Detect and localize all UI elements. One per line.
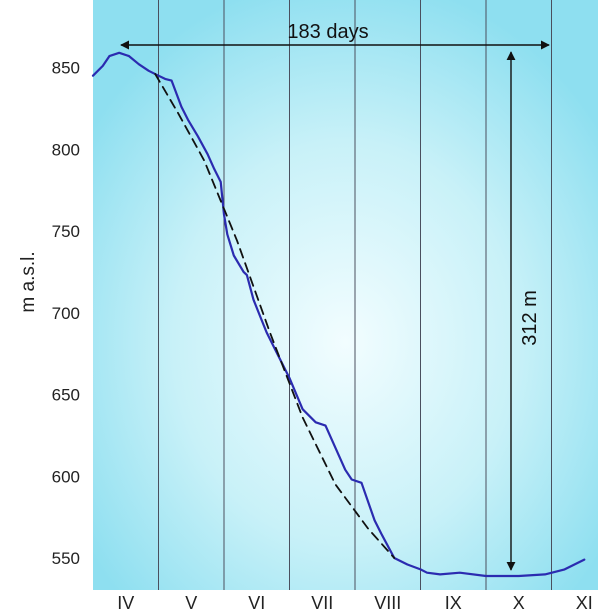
y-tick-label: 750 — [52, 222, 80, 241]
y-tick-label: 850 — [52, 59, 80, 78]
y-tick-label: 550 — [52, 549, 80, 568]
drop-label: 312 m — [519, 290, 541, 346]
month-label: XI — [576, 593, 593, 613]
month-label: IV — [117, 593, 134, 613]
y-tick-label: 650 — [52, 386, 80, 405]
month-label: X — [513, 593, 525, 613]
month-label: V — [185, 593, 197, 613]
y-axis-label: m a.s.l. — [18, 251, 39, 312]
month-label: VII — [311, 593, 333, 613]
y-tick-label: 700 — [52, 304, 80, 323]
month-label: IX — [445, 593, 462, 613]
y-tick-label: 800 — [52, 140, 80, 159]
elevation-line — [91, 51, 586, 578]
month-label: VIII — [374, 593, 401, 613]
month-label: VI — [248, 593, 265, 613]
y-tick-label: 600 — [52, 467, 80, 486]
y-axis-ticks: 550 600 650 700 750 800 850 — [52, 59, 80, 569]
duration-label: 183 days — [287, 21, 368, 43]
trend-dashed-line — [154, 73, 396, 559]
month-gridlines — [158, 0, 552, 590]
month-labels: IV V VI VII VIII IX X XI — [117, 593, 593, 613]
series-group — [91, 51, 586, 578]
